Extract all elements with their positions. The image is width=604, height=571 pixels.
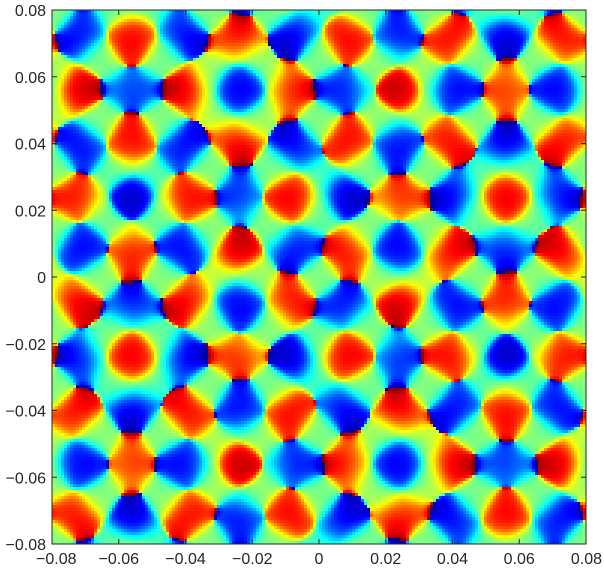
x-tick-label: −0.08 (36, 551, 77, 568)
y-tick-label: −0.02 (6, 337, 47, 354)
x-tick-label: 0 (315, 551, 324, 568)
x-axis: −0.08 −0.06 −0.04 −0.02 0 0.02 0.04 0.06 0.08 (36, 10, 602, 568)
x-tick-label: 0.08 (571, 551, 602, 568)
x-tick-label: −0.04 (165, 551, 206, 568)
y-axis: −0.08 −0.06 −0.04 −0.02 0 0.02 0.04 0.06 0.08 (6, 3, 586, 554)
y-tick-label: 0.02 (15, 203, 46, 220)
x-tick-label: −0.02 (232, 551, 273, 568)
y-tick-label: 0 (37, 270, 46, 287)
phase-heatmap (52, 10, 586, 544)
x-tick-label: 0.02 (370, 551, 401, 568)
x-tick-label: 0.06 (504, 551, 535, 568)
y-tick-label: −0.06 (6, 470, 47, 487)
x-tick-label: 0.04 (437, 551, 468, 568)
y-tick-label: 0.06 (15, 70, 46, 87)
y-tick-label: −0.08 (6, 537, 47, 554)
y-tick-label: 0.08 (15, 3, 46, 20)
x-tick-label: −0.06 (99, 551, 140, 568)
plot-area (51, 9, 587, 545)
y-tick-label: −0.04 (6, 404, 47, 421)
y-tick-label: 0.04 (15, 137, 46, 154)
